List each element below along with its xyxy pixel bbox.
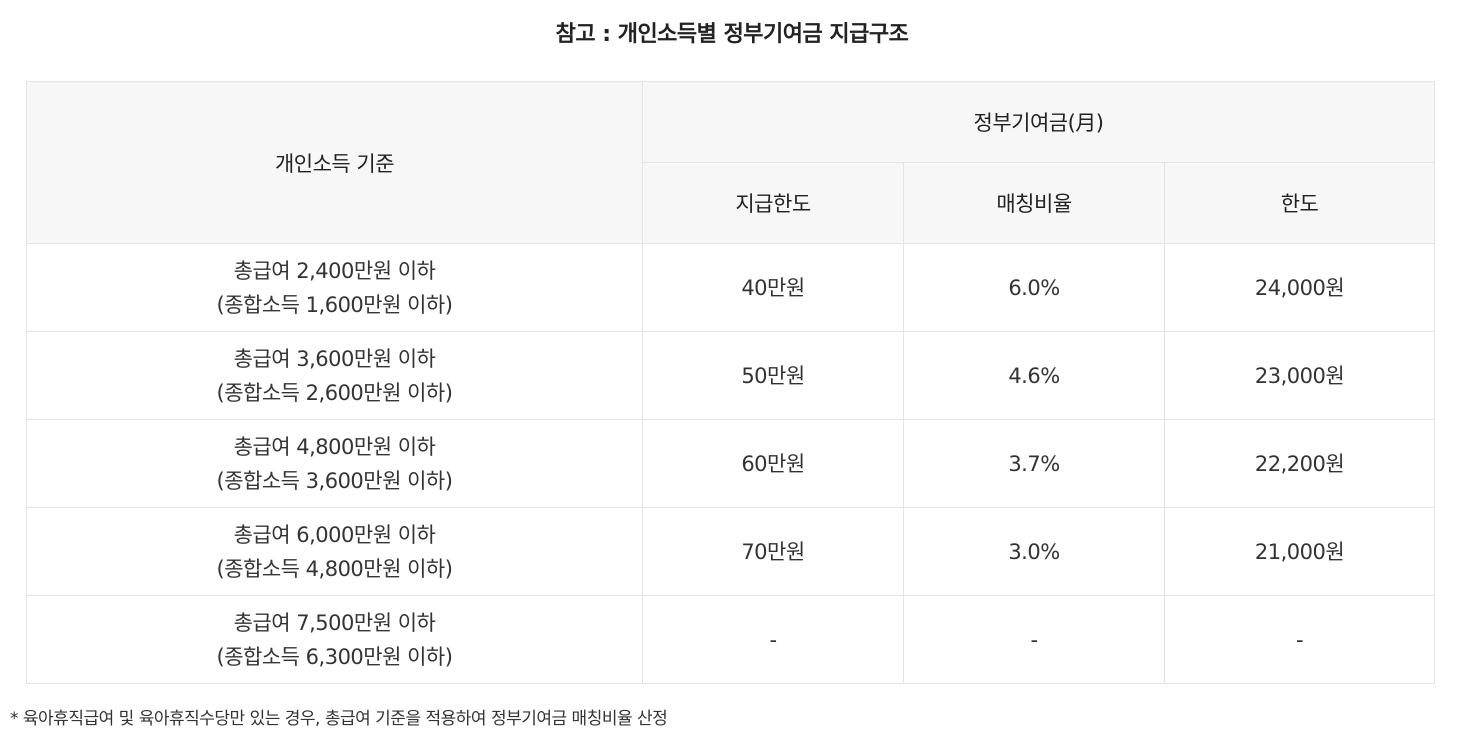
max-cell: 21,000원 — [1163, 507, 1436, 596]
ratio-cell: - — [903, 595, 1165, 684]
table-header-row: 개인소득 기준 정부기여금(月) — [26, 81, 1436, 244]
income-cell: 총급여 4,800만원 이하 (종합소득 3,600만원 이하) — [26, 419, 643, 508]
table-row: 총급여 3,600만원 이하 (종합소득 2,600만원 이하) 50만원 4.… — [26, 331, 1436, 420]
limit-cell: 60만원 — [642, 419, 904, 508]
income-cell: 총급여 7,500만원 이하 (종합소득 6,300만원 이하) — [26, 595, 643, 684]
header-matching-ratio: 매칭비율 — [903, 162, 1165, 244]
table-row: 총급여 2,400만원 이하 (종합소득 1,600만원 이하) 40만원 6.… — [26, 243, 1436, 332]
income-gross-text: 총급여 2,400만원 이하 — [233, 258, 436, 283]
table-row: 총급여 6,000만원 이하 (종합소득 4,800만원 이하) 70만원 3.… — [26, 507, 1436, 596]
income-cell: 총급여 2,400만원 이하 (종합소득 1,600만원 이하) — [26, 243, 643, 332]
income-total-text: (종합소득 6,300만원 이하) — [216, 644, 453, 669]
max-cell: 22,200원 — [1163, 419, 1436, 508]
limit-cell: - — [642, 595, 904, 684]
income-gross-text: 총급여 4,800만원 이하 — [233, 434, 436, 459]
income-gross-text: 총급여 6,000만원 이하 — [233, 522, 436, 547]
contribution-table: 개인소득 기준 정부기여금(月) 지급한도 매칭비율 한도 총급여 2,400만… — [26, 81, 1436, 684]
table-row: 총급여 4,800만원 이하 (종합소득 3,600만원 이하) 60만원 3.… — [26, 419, 1436, 508]
income-total-text: (종합소득 4,800만원 이하) — [216, 556, 453, 581]
max-cell: 23,000원 — [1163, 331, 1436, 420]
income-cell: 총급여 6,000만원 이하 (종합소득 4,800만원 이하) — [26, 507, 643, 596]
footnote: * 육아휴직급여 및 육아휴직수당만 있는 경우, 총급여 기준을 적용하여 정… — [10, 709, 668, 729]
page-title: 참고 : 개인소득별 정부기여금 지급구조 — [555, 22, 909, 47]
ratio-cell: 3.7% — [903, 419, 1165, 508]
ratio-cell: 6.0% — [903, 243, 1165, 332]
income-cell: 총급여 3,600만원 이하 (종합소득 2,600만원 이하) — [26, 331, 643, 420]
income-total-text: (종합소득 1,600만원 이하) — [216, 292, 453, 317]
table-subheader-row: 지급한도 매칭비율 한도 — [27, 162, 1436, 244]
table-row: 총급여 7,500만원 이하 (종합소득 6,300만원 이하) - - - — [26, 595, 1436, 684]
header-payment-limit: 지급한도 — [642, 162, 904, 244]
header-contribution-group: 정부기여금(月) — [641, 81, 1436, 163]
header-income-basis: 개인소득 기준 — [26, 81, 643, 244]
income-total-text: (종합소득 2,600만원 이하) — [216, 380, 453, 405]
max-cell: - — [1163, 595, 1436, 684]
income-total-text: (종합소득 3,600만원 이하) — [216, 468, 453, 493]
ratio-cell: 4.6% — [903, 331, 1165, 420]
limit-cell: 40만원 — [642, 243, 904, 332]
limit-cell: 50만원 — [642, 331, 904, 420]
header-max-amount: 한도 — [1163, 162, 1436, 244]
income-gross-text: 총급여 3,600만원 이하 — [233, 346, 436, 371]
income-gross-text: 총급여 7,500만원 이하 — [233, 610, 436, 635]
limit-cell: 70만원 — [642, 507, 904, 596]
ratio-cell: 3.0% — [903, 507, 1165, 596]
max-cell: 24,000원 — [1163, 243, 1436, 332]
